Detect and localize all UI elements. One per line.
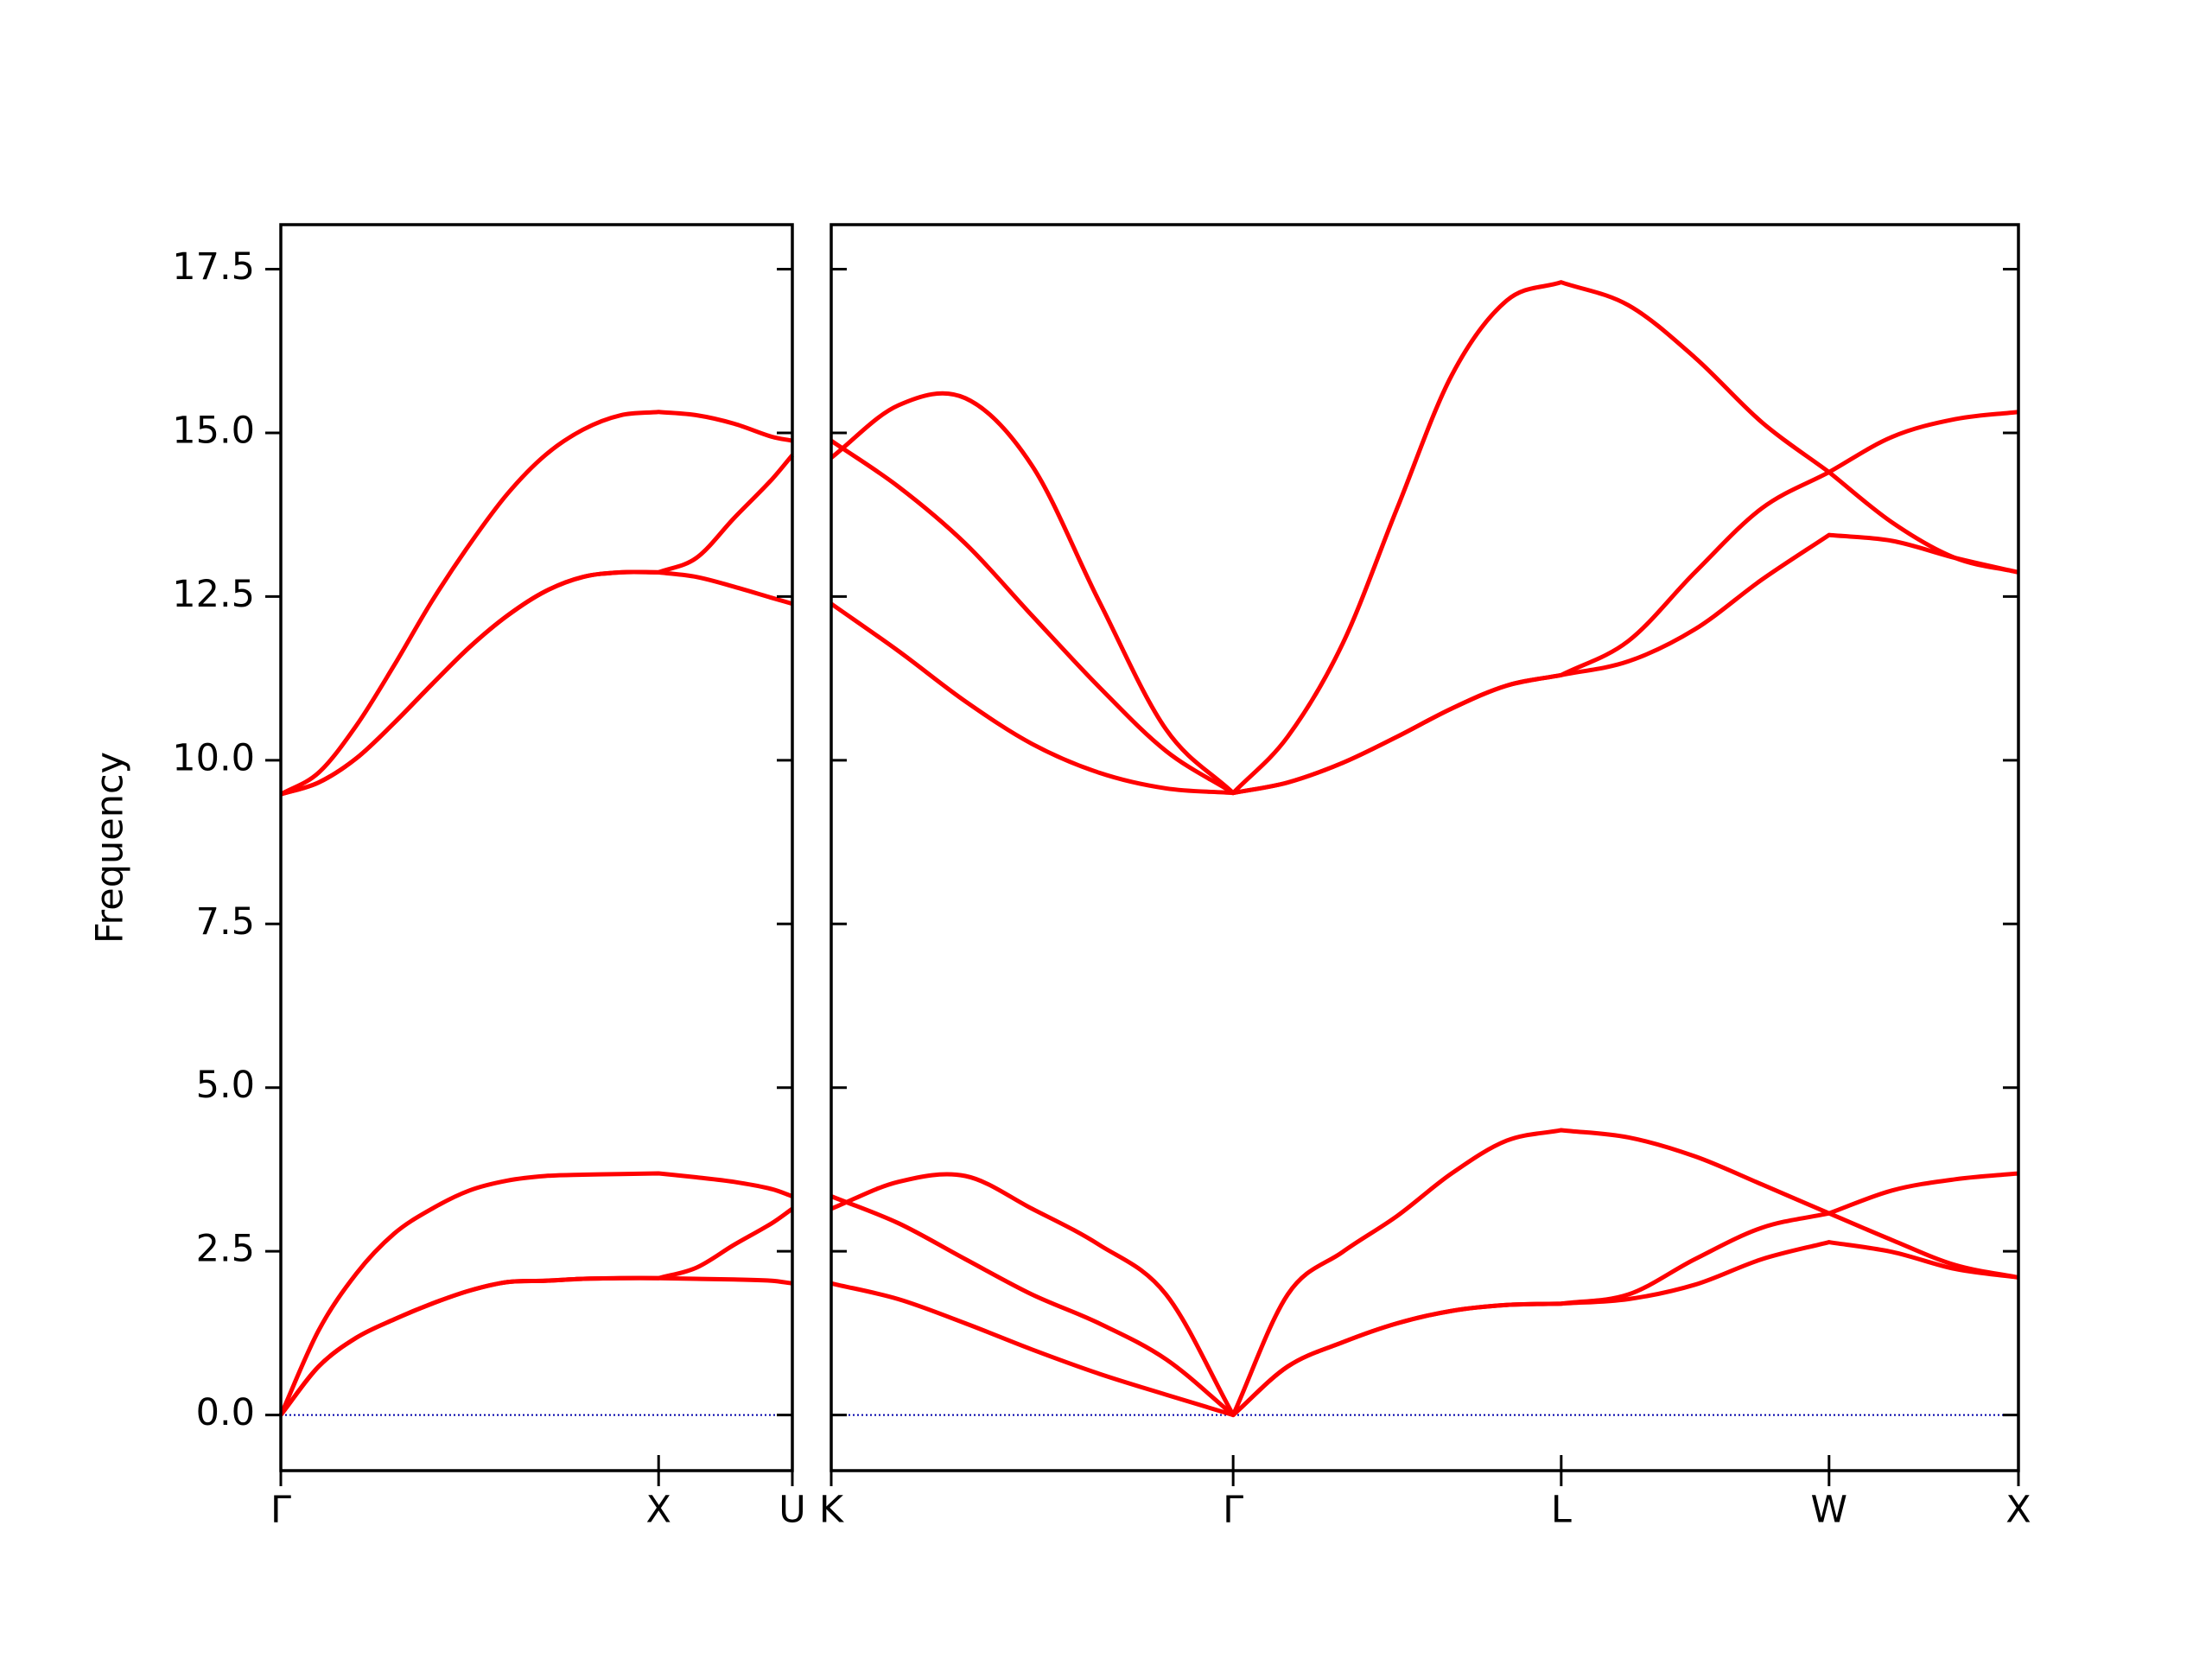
band-line (830, 1240, 2019, 1418)
y-tick-label: 15.0 (172, 409, 255, 452)
band-line (279, 410, 793, 797)
band-line (830, 532, 2019, 796)
band-line (830, 280, 2019, 796)
x-tick-label: X (645, 1489, 671, 1532)
y-tick-label: 12.5 (172, 573, 255, 616)
x-tick-label: K (819, 1489, 845, 1532)
x-tick-label: U (779, 1489, 805, 1532)
x-tick-label: X (2005, 1489, 2031, 1532)
y-tick-label: 5.0 (196, 1064, 255, 1107)
band-line (280, 569, 793, 797)
y-tick-label: 10.0 (172, 736, 255, 779)
axes-frame (279, 223, 794, 1472)
x-tick-label: L (1551, 1489, 1572, 1532)
y-tick-label: 2.5 (196, 1228, 255, 1271)
band-line (278, 1171, 793, 1416)
x-tick-label: Γ (1223, 1489, 1243, 1532)
x-tick-label: Γ (270, 1489, 291, 1532)
y-axis-label: Frequency (89, 752, 132, 944)
y-tick-label: 17.5 (172, 245, 255, 289)
y-tick-label: 0.0 (196, 1391, 255, 1434)
x-tick-label: W (1811, 1489, 1848, 1532)
axes-frame (830, 223, 2020, 1472)
band-line (279, 1275, 793, 1417)
band-line (830, 1128, 2019, 1418)
y-tick-label: 7.5 (196, 900, 255, 944)
